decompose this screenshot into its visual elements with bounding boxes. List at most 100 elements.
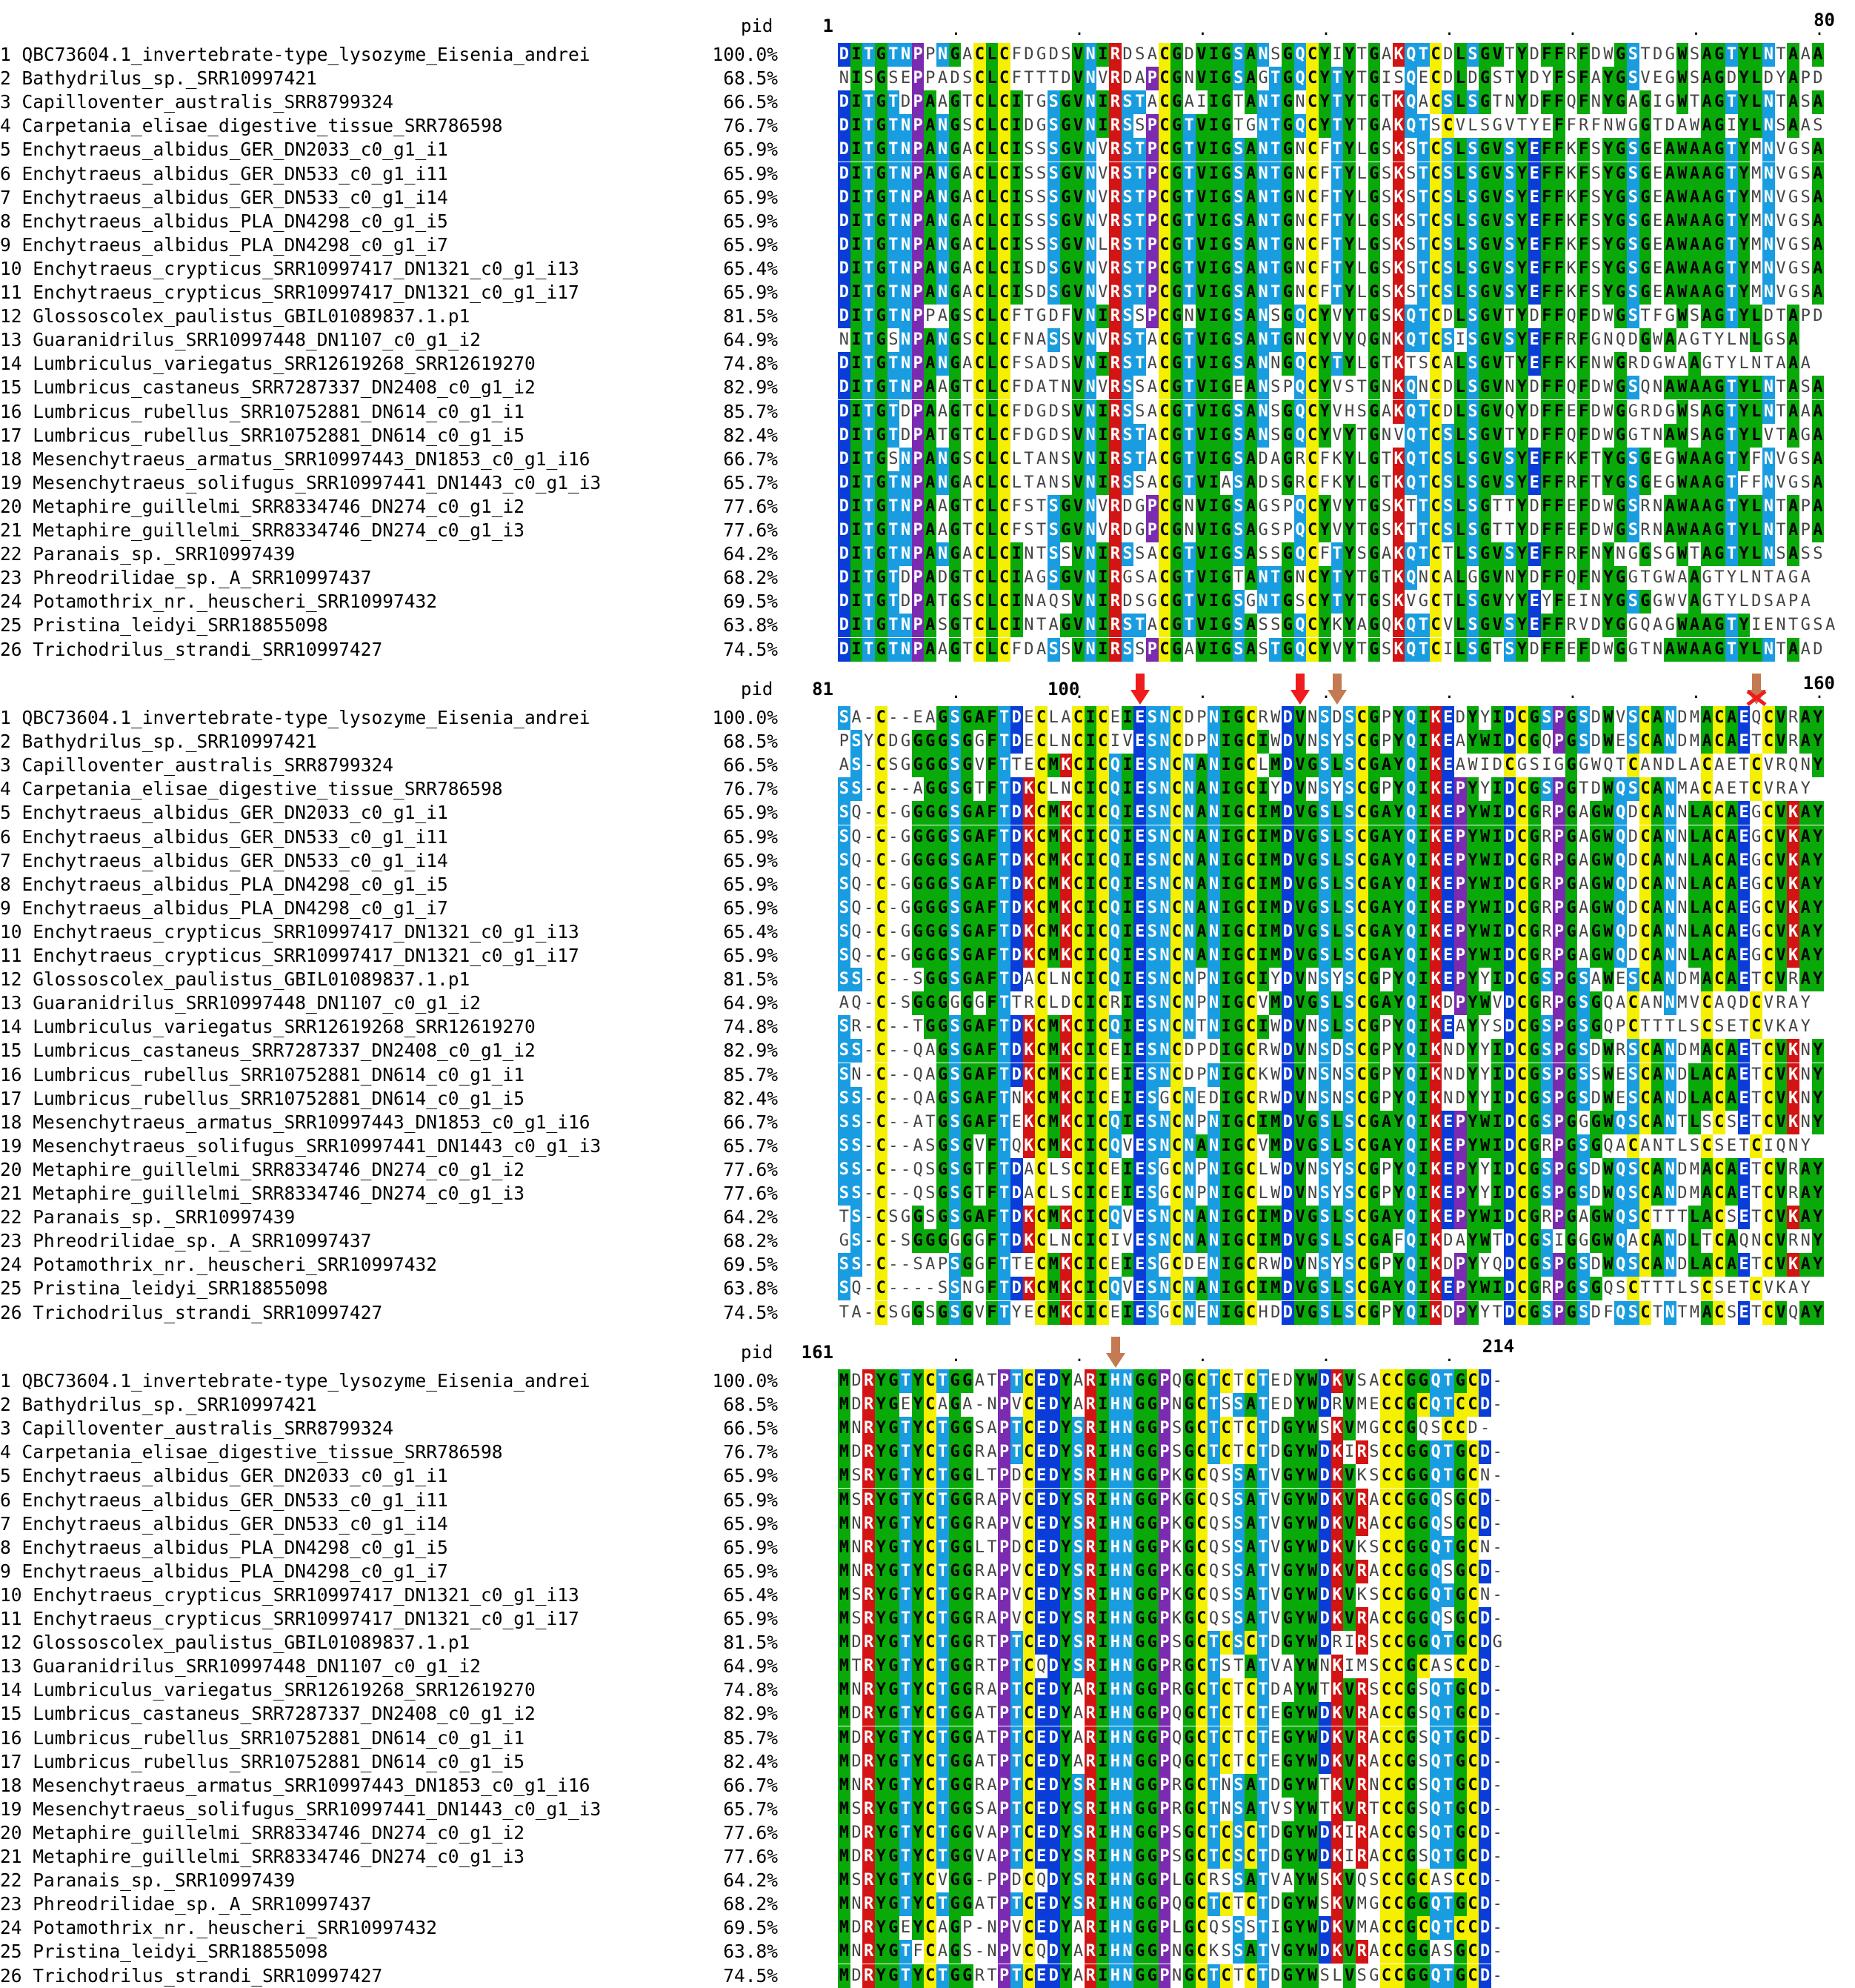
residue: A: [1380, 1110, 1393, 1134]
residue: V: [1491, 328, 1504, 353]
residue: E: [1566, 639, 1576, 659]
residue: W: [1270, 1184, 1281, 1203]
residue: G: [1282, 1583, 1294, 1607]
sequence-name: 9 Enchytraeus_albidus_PLA_DN4298_c0_g1_i…: [0, 897, 448, 919]
residue: G: [1306, 1134, 1319, 1158]
residue: A: [1811, 494, 1825, 519]
residue: -: [900, 708, 911, 727]
residue: V: [1072, 519, 1085, 542]
residue: G: [839, 1231, 849, 1251]
residue: K: [1566, 140, 1576, 159]
residue: C: [1700, 1015, 1714, 1040]
residue: Y: [1392, 754, 1405, 778]
residue: F: [1540, 90, 1553, 115]
residue: D: [1665, 116, 1675, 136]
residue: N: [936, 209, 949, 233]
residue: C: [874, 801, 887, 825]
residue: I: [1084, 730, 1097, 754]
residue: Y: [911, 1440, 925, 1465]
residue: G: [1479, 566, 1491, 591]
residue: S: [1343, 801, 1356, 825]
residue: G: [1528, 1039, 1541, 1063]
residue: D: [1332, 1041, 1342, 1060]
residue: A: [973, 1086, 986, 1111]
residue: C: [1022, 1369, 1036, 1393]
residue: Y: [1480, 1255, 1491, 1274]
residue: S: [1356, 545, 1367, 564]
residue: G: [1282, 590, 1294, 614]
residue: A: [1640, 994, 1651, 1013]
residue: G: [1306, 1300, 1319, 1325]
residue: T: [1024, 307, 1034, 326]
residue: I: [1219, 1063, 1233, 1087]
residue: V: [1491, 447, 1504, 471]
residue: C: [1762, 920, 1775, 944]
residue: S: [1343, 872, 1356, 897]
residue: G: [1479, 67, 1491, 91]
residue: C: [874, 896, 887, 920]
residue: D: [1010, 848, 1023, 873]
residue: T: [998, 896, 1010, 920]
residue: Q: [1405, 1063, 1418, 1087]
residue: T: [936, 1583, 949, 1607]
residue: C: [1245, 1206, 1257, 1230]
residue: V: [1258, 994, 1268, 1013]
residue: -: [888, 922, 899, 941]
residue: A: [1369, 1514, 1379, 1533]
residue: D: [1332, 708, 1342, 727]
residue: I: [1010, 162, 1023, 186]
residue: F: [1553, 233, 1565, 257]
residue: P: [1146, 138, 1159, 162]
residue: V: [1505, 116, 1515, 136]
residue: G: [1639, 90, 1652, 115]
residue: G: [948, 114, 962, 139]
residue: W: [1602, 920, 1615, 944]
residue: G: [1170, 542, 1183, 567]
residue: G: [1170, 90, 1183, 115]
residue: W: [1676, 43, 1689, 67]
residue: E: [1035, 1464, 1048, 1489]
residue: V: [1195, 614, 1208, 638]
residue: S: [1047, 519, 1060, 542]
residue: T: [1492, 1231, 1502, 1251]
residue: G: [948, 162, 962, 186]
residue: T: [1725, 542, 1738, 567]
residue: K: [1022, 1206, 1036, 1230]
residue: W: [1479, 920, 1491, 944]
sequence-name: 8 Enchytraeus_albidus_PLA_DN4298_c0_g1_i…: [0, 873, 448, 895]
residue: S: [948, 1253, 962, 1277]
residue: A: [1700, 1300, 1714, 1325]
residue: A: [913, 1112, 923, 1131]
residue: S: [1503, 256, 1516, 281]
residue: Y: [1516, 566, 1528, 591]
residue: N: [1184, 521, 1194, 539]
residue: S: [1540, 1063, 1553, 1087]
residue: S: [1221, 1609, 1231, 1628]
residue: N: [1256, 423, 1270, 448]
residue: T: [1516, 116, 1528, 136]
residue: C: [1306, 566, 1319, 591]
residue: G: [874, 162, 887, 186]
residue: M: [1269, 1110, 1282, 1134]
residue: D: [1503, 1086, 1516, 1111]
residue: G: [936, 1206, 949, 1230]
residue: G: [874, 614, 887, 638]
residue: G: [1565, 1277, 1578, 1301]
residue: -: [900, 1184, 911, 1203]
residue: C: [1170, 1039, 1183, 1063]
residue: N: [1591, 93, 1602, 112]
residue: A: [1787, 328, 1799, 353]
residue: C: [1639, 944, 1652, 968]
residue: H: [1109, 1631, 1122, 1655]
residue: Y: [1343, 43, 1356, 67]
residue: R: [1109, 162, 1122, 186]
residue: A: [1688, 471, 1701, 495]
residue: S: [1318, 1157, 1331, 1182]
residue: P: [998, 1535, 1010, 1560]
residue: S: [1318, 968, 1331, 992]
residue: L: [985, 233, 999, 257]
residue: Y: [1392, 1086, 1405, 1111]
